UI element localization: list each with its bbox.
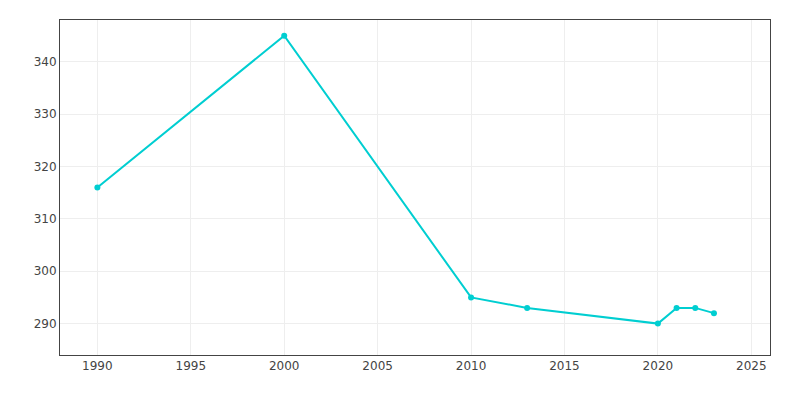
svg-text:2015: 2015 xyxy=(549,359,580,373)
svg-text:2005: 2005 xyxy=(362,359,393,373)
svg-text:290: 290 xyxy=(34,317,57,331)
svg-text:2000: 2000 xyxy=(269,359,300,373)
svg-text:330: 330 xyxy=(34,107,57,121)
svg-text:300: 300 xyxy=(34,264,57,278)
svg-text:2010: 2010 xyxy=(456,359,487,373)
svg-text:340: 340 xyxy=(34,55,57,69)
svg-text:320: 320 xyxy=(34,160,57,174)
svg-text:2025: 2025 xyxy=(736,359,767,373)
svg-text:1995: 1995 xyxy=(176,359,207,373)
svg-text:2020: 2020 xyxy=(643,359,674,373)
svg-text:310: 310 xyxy=(34,212,57,226)
svg-text:1990: 1990 xyxy=(82,359,113,373)
